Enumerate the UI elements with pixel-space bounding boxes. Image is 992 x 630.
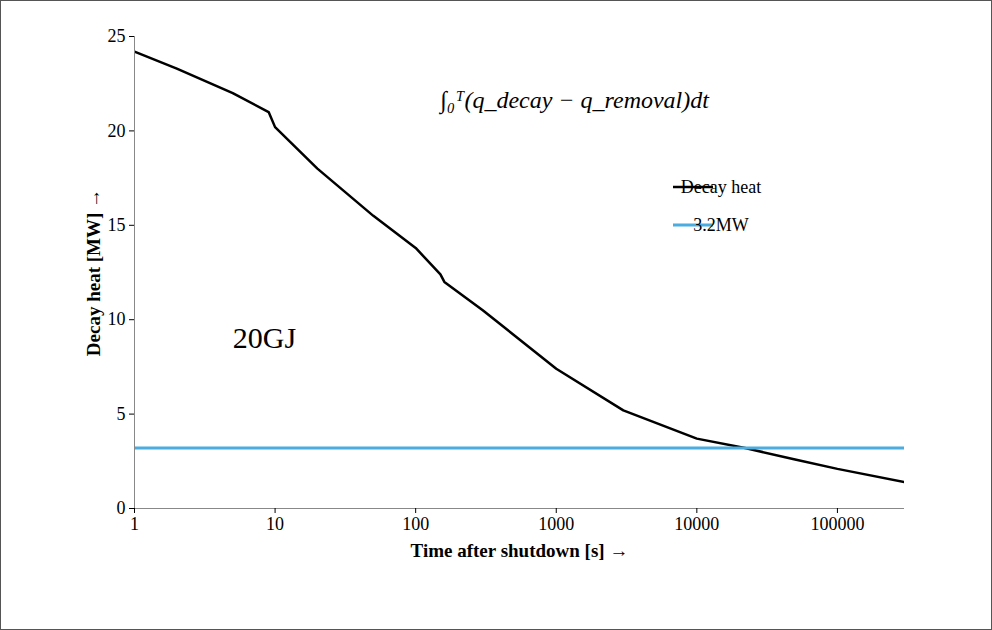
svg-text:15: 15 [108, 215, 126, 235]
svg-text:10: 10 [266, 514, 284, 534]
svg-text:10: 10 [108, 309, 126, 329]
svg-text:20GJ: 20GJ [233, 321, 297, 354]
svg-text:25: 25 [108, 26, 126, 46]
svg-text:10000: 10000 [674, 514, 719, 534]
svg-text:Decay heat [MW] →: Decay heat [MW] → [83, 189, 104, 356]
svg-text:100000: 100000 [810, 514, 864, 534]
svg-text:3.2MW: 3.2MW [693, 215, 749, 235]
svg-text:∫₀ᵀ(q_decay − q_removal)dt: ∫₀ᵀ(q_decay − q_removal)dt [438, 87, 710, 115]
svg-text:1000: 1000 [538, 514, 574, 534]
svg-text:0: 0 [117, 498, 126, 518]
svg-text:1: 1 [130, 514, 139, 534]
svg-text:20: 20 [108, 121, 126, 141]
svg-text:5: 5 [117, 404, 126, 424]
svg-text:100: 100 [402, 514, 429, 534]
svg-text:Decay heat: Decay heat [681, 177, 761, 197]
svg-text:Time after shutdown [s] →: Time after shutdown [s] → [411, 540, 629, 561]
